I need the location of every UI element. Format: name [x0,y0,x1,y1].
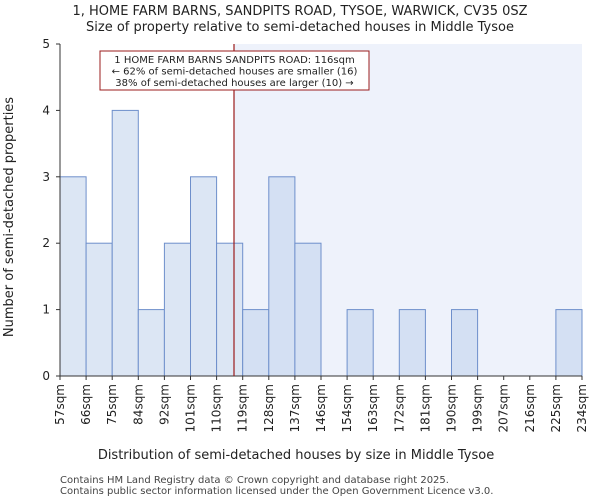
annotation-box [99,50,370,91]
annotation-line-3: 38% of semi-detached houses are larger (… [115,78,353,89]
bar-101sqm [190,176,218,377]
x-tick-label: 146sqm [314,384,328,432]
x-tick-label: 92sqm [157,384,171,425]
x-tick-label: 154sqm [340,384,354,432]
x-tick-label: 66sqm [79,384,93,425]
x-tick-label: 181sqm [418,384,432,432]
x-tick-label: 137sqm [288,384,302,432]
footer-copyright: Contains HM Land Registry data © Crown c… [60,475,449,486]
chart-title: 1, HOME FARM BARNS, SANDPITS ROAD, TYSOE… [72,4,527,19]
annotation-line-1: 1 HOME FARM BARNS SANDPITS ROAD: 116sqm [114,55,354,66]
bar-92sqm [163,242,191,377]
bar-57sqm [59,176,87,377]
bar-119sqm [242,309,270,377]
x-tick-label: 225sqm [549,384,563,432]
x-tick-label: 119sqm [236,384,250,432]
bar-84sqm [137,309,165,377]
chart-subtitle: Size of property relative to semi-detach… [86,20,514,35]
x-tick-label: 57sqm [53,384,67,425]
y-tick-label: 5 [42,37,50,51]
bar-172sqm [398,309,426,377]
x-tick-label: 190sqm [445,384,459,432]
x-tick-label: 163sqm [366,384,380,432]
annotation-line-2: ← 62% of semi-detached houses are smalle… [112,67,358,78]
x-tick-label: 75sqm [105,384,119,425]
x-tick-label: 199sqm [471,384,485,432]
y-tick-label: 0 [42,369,50,383]
y-tick-label: 1 [42,303,50,317]
x-tick-label: 128sqm [262,384,276,432]
bar-154sqm [346,309,374,377]
x-tick-label: 84sqm [131,384,145,425]
y-tick-label: 3 [42,170,50,184]
y-tick-label: 2 [42,236,50,250]
x-tick-label: 234sqm [575,384,589,432]
x-tick-label: 101sqm [184,384,198,432]
y-axis-label: Number of semi-detached properties [2,97,17,337]
x-tick-label: 110sqm [210,384,224,432]
bar-190sqm [451,309,479,377]
bar-66sqm [85,242,113,377]
x-tick-label: 172sqm [392,384,406,432]
x-tick-label: 207sqm [497,384,511,432]
bar-128sqm [268,176,296,377]
bar-225sqm [555,309,583,377]
x-axis-label: Distribution of semi-detached houses by … [98,448,494,463]
x-tick-label: 216sqm [523,384,537,432]
bar-137sqm [294,242,322,377]
bar-75sqm [111,109,139,377]
bar-110sqm [216,242,244,377]
y-tick-label: 4 [42,103,50,117]
footer-licence: Contains public sector information licen… [60,486,493,497]
